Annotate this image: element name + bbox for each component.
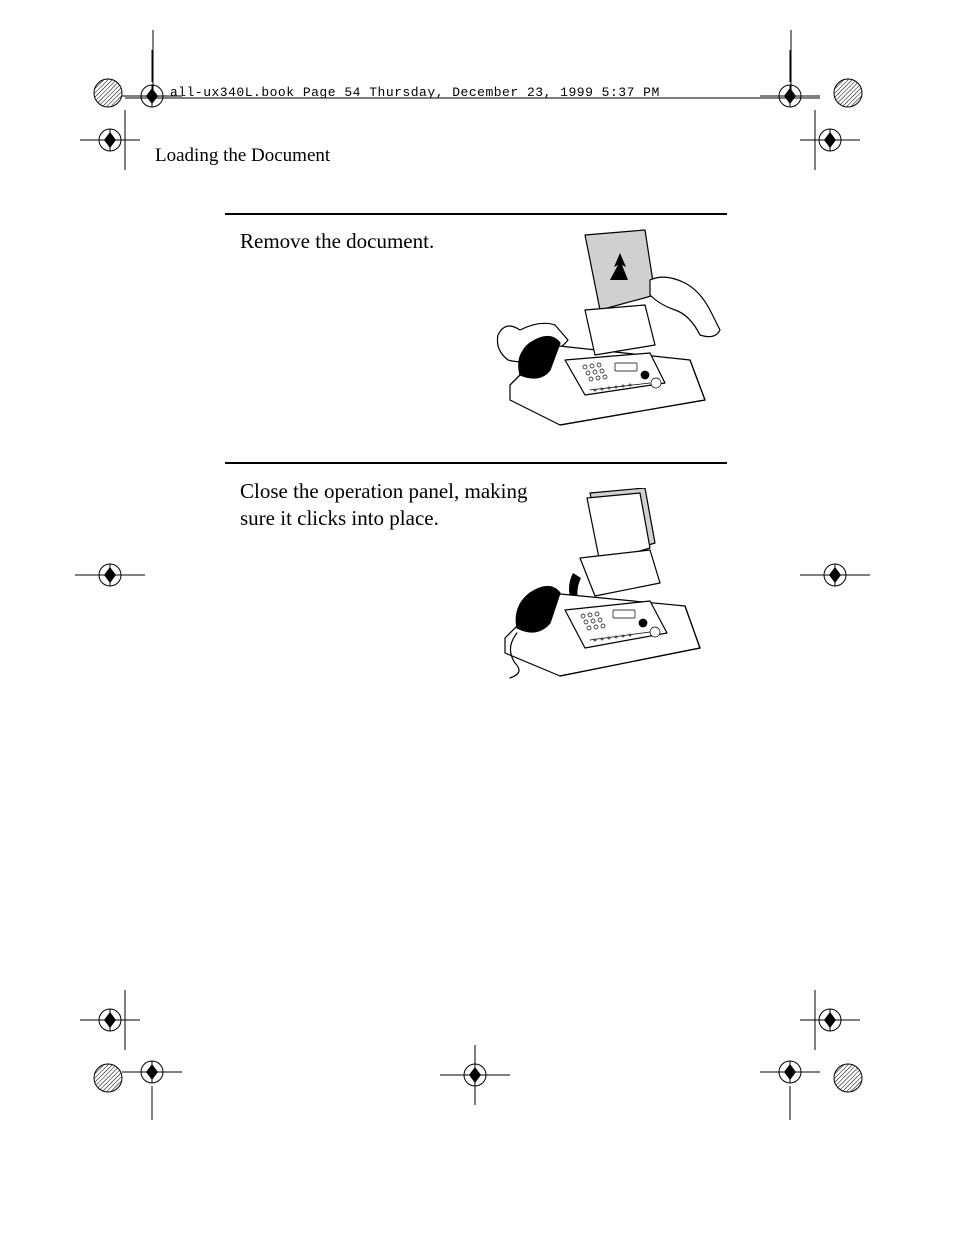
crop-mark-bl-inner bbox=[122, 1040, 182, 1120]
crop-mark-ml bbox=[75, 545, 145, 605]
step2-illustration bbox=[495, 488, 710, 693]
crop-rule-top-vert-l bbox=[152, 30, 154, 100]
framemaker-status: all-ux340L.book Page 54 Thursday, Decemb… bbox=[170, 85, 660, 100]
crop-mark-mr bbox=[800, 545, 870, 605]
step1-rule bbox=[225, 213, 727, 215]
crop-rule-top-vert-r bbox=[790, 30, 792, 100]
step2-rule bbox=[225, 462, 727, 464]
crop-mark-br-inner bbox=[760, 1040, 820, 1120]
step1-illustration bbox=[490, 225, 725, 445]
page: all-ux340L.book Page 54 Thursday, Decemb… bbox=[0, 0, 954, 1235]
crop-mark-bc bbox=[440, 1045, 510, 1105]
crop-mark-br-outer bbox=[820, 1050, 880, 1110]
running-head: Loading the Document bbox=[155, 145, 330, 167]
crop-mark-tr2 bbox=[800, 110, 860, 170]
crop-mark-tl2 bbox=[80, 110, 140, 170]
